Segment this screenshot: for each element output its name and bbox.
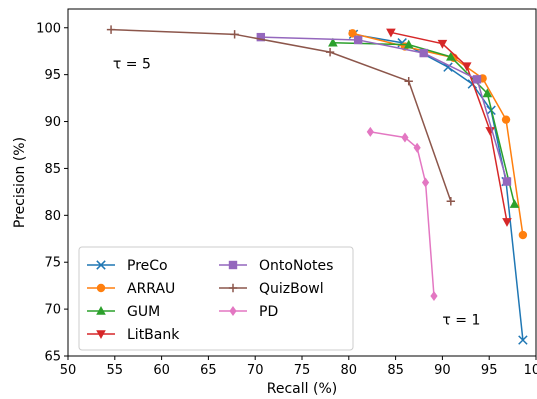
legend-item-arrau: ARRAU <box>87 281 175 297</box>
data-point <box>328 37 338 47</box>
series-ontonotes <box>256 32 512 186</box>
series-litbank <box>386 28 512 227</box>
legend-label: GUM <box>127 304 160 320</box>
data-point <box>446 197 456 206</box>
series-quizbowl <box>106 25 456 206</box>
data-point <box>256 32 266 42</box>
x-tick-label: 65 <box>200 363 217 378</box>
legend-item-ontonotes: OntoNotes <box>219 258 333 274</box>
legend-item-gum: GUM <box>87 304 160 320</box>
legend-marker <box>96 260 106 270</box>
y-tick-label: 70 <box>44 303 61 318</box>
data-point <box>325 47 335 57</box>
series-layer <box>106 25 528 345</box>
data-point <box>518 230 528 240</box>
data-point <box>501 115 511 124</box>
data-point <box>404 77 413 86</box>
data-point <box>106 25 116 34</box>
x-tick-label: 55 <box>107 363 124 378</box>
data-point <box>366 126 374 137</box>
data-point <box>419 48 428 58</box>
legend-label: PD <box>259 304 278 320</box>
legend-label: LitBank <box>127 327 180 343</box>
legend-label: QuizBowl <box>259 281 324 297</box>
y-axis-title: Precision (%) <box>12 137 28 228</box>
data-point <box>509 199 520 208</box>
data-point <box>485 127 495 136</box>
legend-item-quizbowl: QuizBowl <box>219 281 324 297</box>
data-point <box>348 29 357 38</box>
data-point <box>461 62 472 72</box>
data-point <box>472 75 482 84</box>
legend-marker <box>228 260 238 270</box>
data-point <box>403 39 414 49</box>
legend-label: OntoNotes <box>259 258 333 274</box>
x-tick-label: 70 <box>247 363 264 378</box>
data-point <box>401 132 409 143</box>
y-tick-label: 65 <box>44 350 61 365</box>
legend-marker <box>96 306 106 315</box>
y-tick-label: 75 <box>44 256 61 271</box>
data-point <box>437 39 448 49</box>
data-point <box>413 142 421 153</box>
data-point <box>446 51 456 61</box>
legend: PreCo ARRAU GUM LitBank OntoNotes QuizBowl PD <box>78 246 354 351</box>
x-tick-label: 80 <box>341 363 358 378</box>
data-point <box>230 30 239 39</box>
legend-label: PreCo <box>127 258 168 274</box>
legend-marker <box>96 283 106 293</box>
data-point <box>430 290 438 301</box>
data-point <box>482 88 493 98</box>
legend-item-pd: PD <box>219 304 278 320</box>
legend-marker <box>229 306 237 316</box>
legend-marker <box>228 283 238 293</box>
data-point <box>518 335 528 345</box>
annotation-tau-1: τ = 1 <box>442 312 480 328</box>
x-tick-label: 85 <box>387 363 404 378</box>
data-point <box>502 218 512 227</box>
series-gum <box>328 37 520 208</box>
legend-label: ARRAU <box>127 281 175 297</box>
y-tick-label: 80 <box>44 209 61 224</box>
legend-box <box>78 246 354 351</box>
x-tick-label: 50 <box>60 363 77 378</box>
legend-item-litbank: LitBank <box>87 327 180 343</box>
series-pd <box>366 126 438 301</box>
x-axis-title: Recall (%) <box>267 381 337 397</box>
data-point <box>421 177 430 188</box>
y-tick-label: 95 <box>44 68 61 83</box>
y-tick-label: 100 <box>36 21 61 36</box>
plot-frame <box>67 8 537 357</box>
data-point <box>353 35 363 45</box>
x-tick-label: 60 <box>153 363 170 378</box>
x-tick-label: 90 <box>434 363 451 378</box>
annotation-tau-5: τ = 5 <box>113 56 151 72</box>
legend-marker <box>96 330 106 339</box>
y-tick-label: 85 <box>44 162 61 177</box>
data-point <box>502 177 512 186</box>
x-tick-label: 100 <box>524 363 537 378</box>
x-tick-label: 95 <box>481 363 498 378</box>
x-tick-label: 75 <box>294 363 311 378</box>
data-point <box>386 28 396 38</box>
axis-ticks: 50 55 60 65 70 75 80 85 90 95 100 65 70 75 80 85 90 95 100 <box>36 21 537 378</box>
legend-item-preco: PreCo <box>87 258 168 274</box>
y-tick-label: 90 <box>44 115 61 130</box>
